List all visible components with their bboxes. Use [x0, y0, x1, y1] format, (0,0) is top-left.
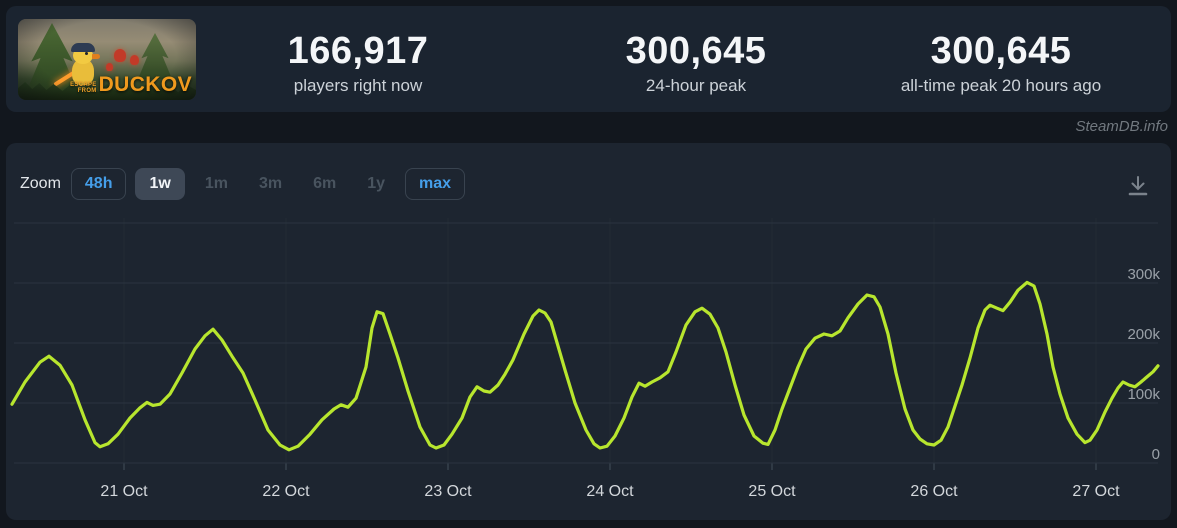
players-line-series	[10, 280, 1160, 452]
x-axis-label: 26 Oct	[910, 483, 958, 500]
zoom-button-1w[interactable]: 1w	[135, 168, 185, 200]
game-logo: ESCAPE FROM DUCKOV	[70, 73, 192, 96]
stat-24h-peak: 300,645 24-hour peak	[626, 30, 767, 96]
zoom-button-6m: 6m	[302, 168, 347, 200]
alltime-peak-label: all-time peak 20 hours ago	[900, 76, 1102, 95]
x-axis-label: 21 Oct	[100, 483, 148, 500]
stats-header-card: ESCAPE FROM DUCKOV 166,917 players right…	[6, 6, 1171, 112]
player-count-chart[interactable]: 300k 200k 100k 0 21 Oct 22 Oct 23 Oct 24 Oct 25 …	[6, 143, 1171, 520]
chart-zoom-toolbar: Zoom 48h 1w 1m 3m 6m 1y max	[20, 168, 474, 200]
current-players-label: players right now	[293, 76, 423, 95]
zoom-button-3m: 3m	[248, 168, 293, 200]
alltime-peak-value: 300,645	[930, 30, 1072, 72]
zoom-label: Zoom	[20, 175, 61, 192]
x-axis-label: 23 Oct	[424, 483, 472, 500]
capsule-vignette	[18, 19, 196, 100]
game-logo-big-text: DUCKOV	[98, 73, 192, 96]
x-axis-label: 24 Oct	[586, 483, 634, 500]
x-axis-label: 22 Oct	[262, 483, 310, 500]
zoom-button-max[interactable]: max	[405, 168, 466, 200]
x-axis-label: 27 Oct	[1072, 483, 1120, 500]
peak-24h-label: 24-hour peak	[645, 76, 747, 95]
stat-current-players: 166,917 players right now	[288, 30, 429, 96]
x-axis-label: 25 Oct	[748, 483, 796, 500]
player-chart-card: 300k 200k 100k 0 21 Oct 22 Oct 23 Oct 24 Oct 25 …	[6, 143, 1171, 520]
game-capsule-image[interactable]: ESCAPE FROM DUCKOV	[18, 19, 196, 100]
zoom-button-48h[interactable]: 48h	[70, 168, 127, 200]
zoom-buttons-group: 48h 1w 1m 3m 6m 1y max	[70, 168, 474, 200]
zoom-button-1m: 1m	[194, 168, 239, 200]
steamdb-watermark[interactable]: SteamDB.info	[1075, 118, 1168, 135]
y-axis-label: 100k	[1127, 386, 1160, 403]
y-axis-label: 300k	[1127, 266, 1160, 283]
chart-svg[interactable]: 300k 200k 100k 0 21 Oct 22 Oct 23 Oct 24 Oct 25 …	[6, 143, 1171, 520]
y-axis-label: 0	[1152, 446, 1160, 463]
game-logo-small-text: ESCAPE FROM	[70, 82, 97, 94]
y-axis-label: 200k	[1127, 326, 1160, 343]
zoom-button-1y: 1y	[356, 168, 396, 200]
stat-alltime-peak: 300,645 all-time peak 20 hours ago	[901, 30, 1101, 96]
peak-24h-value: 300,645	[625, 30, 767, 72]
current-players-value: 166,917	[287, 30, 429, 72]
download-icon[interactable]	[1125, 173, 1151, 199]
